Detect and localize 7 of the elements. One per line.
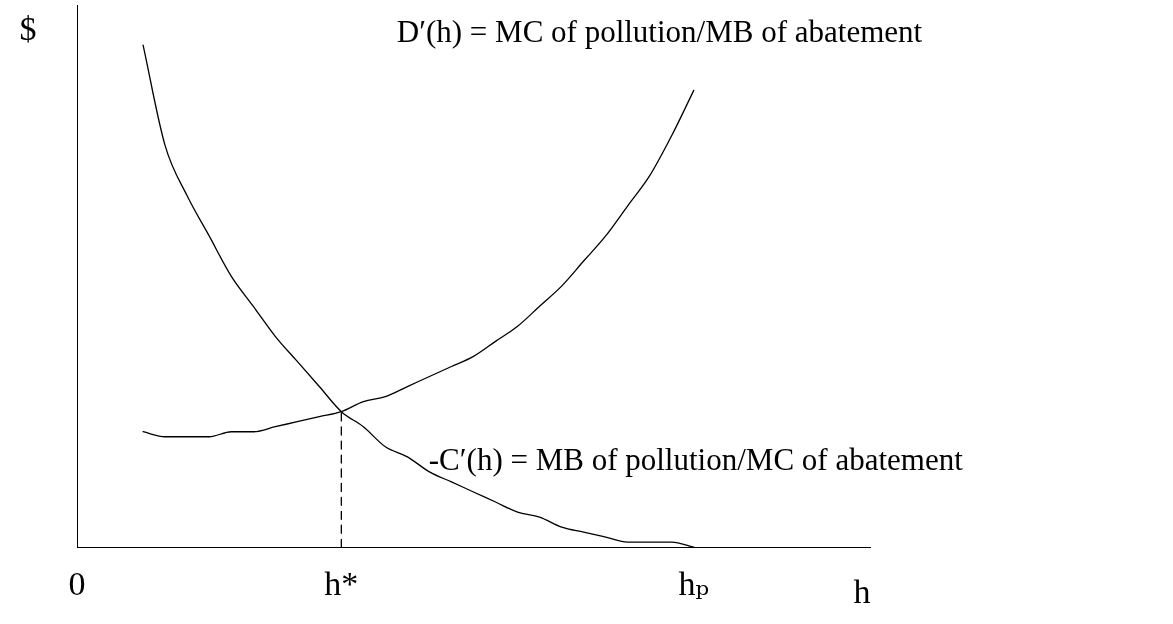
series-label: -C′(h) = MB of pollution/MC of abatement	[428, 442, 964, 478]
x-axis-title: h	[853, 573, 871, 610]
x-tick-label: h*	[324, 564, 359, 602]
y-axis-title: $	[19, 10, 37, 47]
text: D′(h) = MC of pollution/MB of abatement	[396, 14, 923, 50]
x-tick-label: hₚ	[678, 564, 710, 602]
x-tick-label: 0	[68, 564, 86, 602]
